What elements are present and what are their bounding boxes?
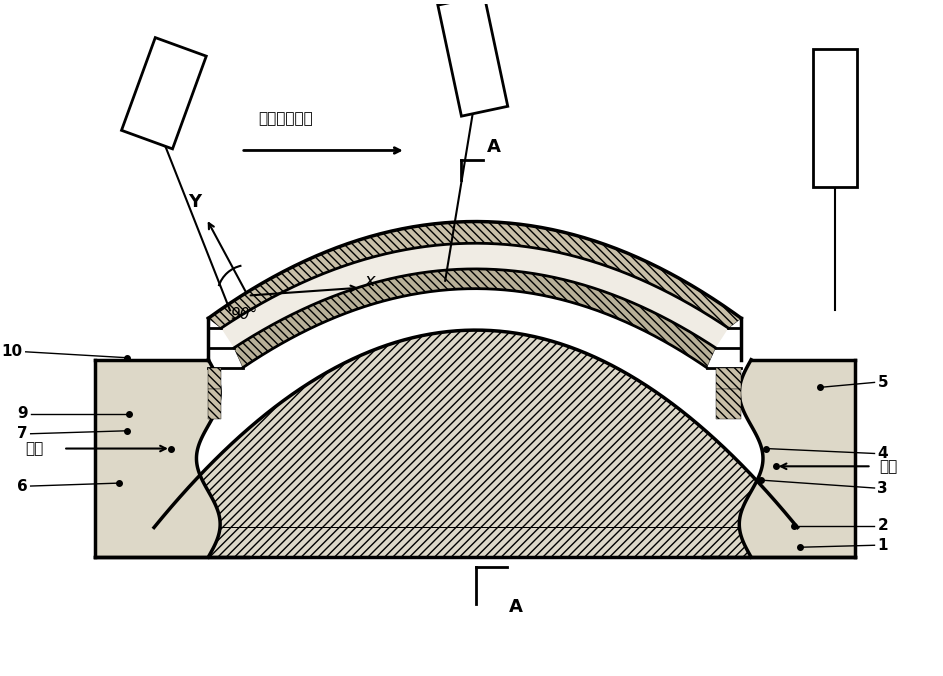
Polygon shape [222,243,728,348]
Polygon shape [95,330,854,557]
Polygon shape [716,368,741,389]
Polygon shape [716,389,741,419]
Text: 90°: 90° [230,308,257,322]
Polygon shape [739,360,854,557]
Polygon shape [95,360,220,557]
Polygon shape [208,222,741,328]
Text: 6: 6 [17,479,27,493]
Text: 出水: 出水 [880,459,898,474]
Text: 1: 1 [877,538,888,553]
Text: 7: 7 [17,427,27,441]
Text: A: A [487,139,501,156]
Text: Y: Y [188,193,201,211]
Polygon shape [208,368,222,389]
Text: x: x [365,272,375,290]
Text: A: A [509,598,523,617]
Polygon shape [438,0,507,116]
Text: 9: 9 [17,406,27,422]
Text: 2: 2 [877,518,888,533]
Text: 进水: 进水 [25,441,44,456]
Text: 3: 3 [877,481,888,496]
Polygon shape [234,269,716,368]
Polygon shape [813,49,857,187]
Text: 5: 5 [877,375,888,390]
Text: 焊枪移动方向: 焊枪移动方向 [258,111,313,126]
Text: 4: 4 [877,446,888,461]
Polygon shape [208,389,222,419]
Text: 10: 10 [2,344,23,360]
Polygon shape [122,38,207,149]
